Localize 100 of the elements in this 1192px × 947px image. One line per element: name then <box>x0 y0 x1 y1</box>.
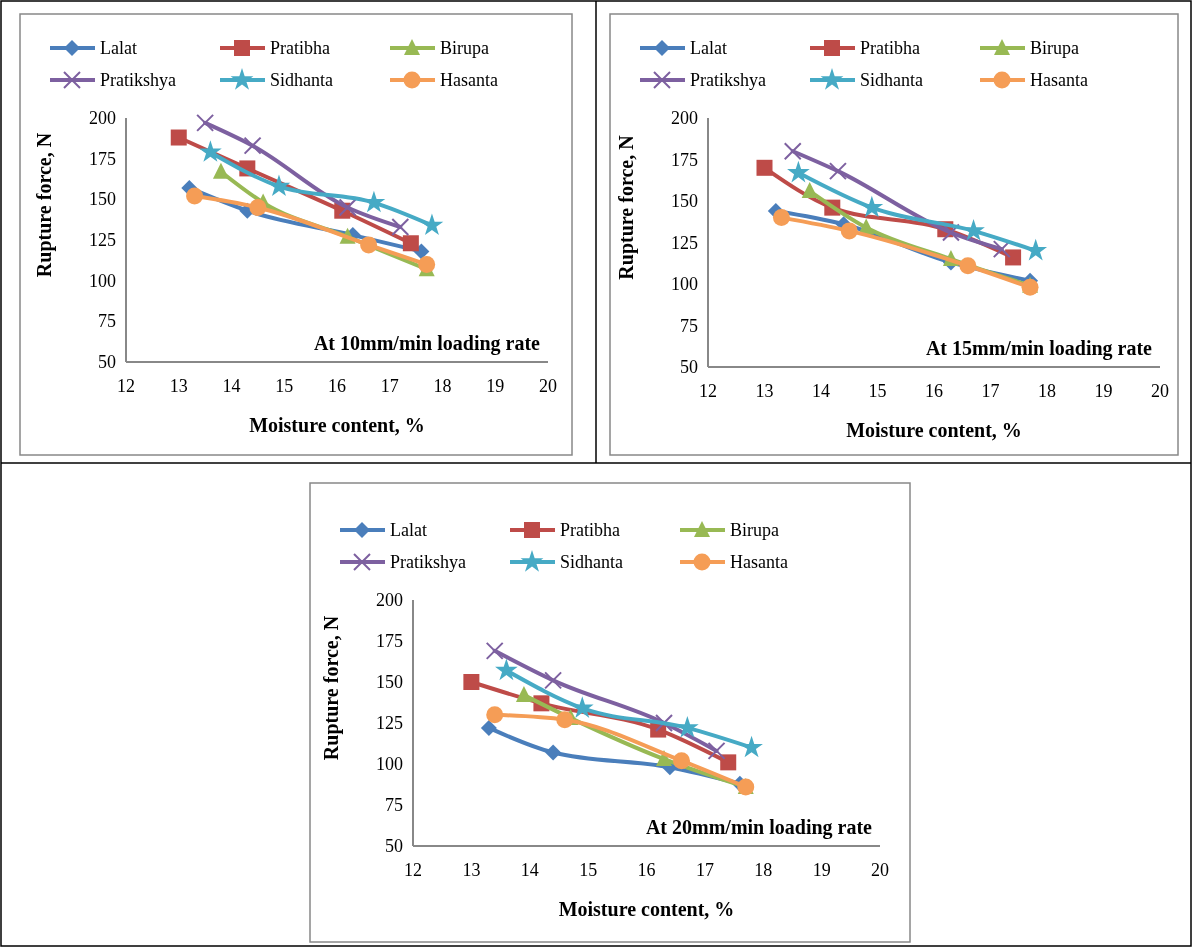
point <box>212 162 229 179</box>
point <box>186 187 204 205</box>
point <box>673 752 691 770</box>
y-tick-label: 50 <box>680 357 698 377</box>
point <box>402 235 419 252</box>
y-axis-title: Rupture force, N <box>33 132 56 278</box>
y-tick-label: 100 <box>89 270 116 291</box>
y-tick-label: 175 <box>671 149 698 170</box>
x-tick-label: 18 <box>1038 381 1056 401</box>
legend-label: Pratibha <box>860 38 920 58</box>
x-tick-label: 16 <box>925 381 943 401</box>
annotation: At 15mm/min loading rate <box>925 337 1153 360</box>
point <box>463 674 480 690</box>
point <box>418 255 436 273</box>
legend-label: Sidhanta <box>270 70 333 90</box>
y-tick-label: 150 <box>89 189 116 210</box>
x-tick-label: 14 <box>222 376 241 396</box>
y-tick-label: 175 <box>376 631 403 651</box>
point <box>170 129 187 146</box>
legend-label: Pratikshya <box>390 552 466 572</box>
y-tick-label: 200 <box>89 108 116 128</box>
point <box>676 715 699 738</box>
x-axis-title: Moisture content, % <box>558 898 735 920</box>
point <box>480 719 497 736</box>
x-tick-label: 19 <box>486 376 505 396</box>
y-axis-title: Rupture force, N <box>320 615 343 761</box>
x-tick-label: 16 <box>637 860 656 880</box>
point <box>707 741 726 760</box>
y-tick-label: 175 <box>89 148 116 169</box>
point <box>243 136 262 155</box>
legend-label: Lalat <box>100 38 137 58</box>
point <box>544 671 563 690</box>
point <box>486 706 504 724</box>
annotation: At 10mm/min loading rate <box>313 332 541 355</box>
x-tick-label: 17 <box>695 860 714 880</box>
x-tick-label: 12 <box>404 860 422 880</box>
point <box>391 217 410 236</box>
point <box>756 159 773 176</box>
point <box>485 641 504 660</box>
x-axis-title: Moisture content, % <box>249 414 425 436</box>
legend-label: Birupa <box>730 520 779 540</box>
point <box>1005 249 1022 266</box>
legend-label: Sidhanta <box>560 552 623 572</box>
x-tick-label: 16 <box>328 376 346 396</box>
legend-label: Pratibha <box>560 520 620 540</box>
y-tick-label: 75 <box>680 315 698 336</box>
x-tick-label: 14 <box>520 860 539 880</box>
legend-label: Pratibha <box>270 38 330 58</box>
x-tick-label: 19 <box>812 860 831 880</box>
y-tick-label: 75 <box>385 795 403 815</box>
y-tick-label: 150 <box>671 191 698 211</box>
point <box>545 744 562 761</box>
point <box>338 198 357 217</box>
point <box>199 140 222 162</box>
x-tick-label: 20 <box>1151 381 1169 401</box>
legend-label: Pratikshya <box>100 70 176 90</box>
legend-label: Birupa <box>1030 38 1079 58</box>
point <box>720 754 737 771</box>
y-tick-label: 200 <box>376 590 403 610</box>
x-tick-label: 20 <box>539 376 557 396</box>
point <box>249 198 267 216</box>
annotation: At 20mm/min loading rate <box>645 816 873 839</box>
point <box>941 223 960 242</box>
y-tick-label: 100 <box>376 754 403 774</box>
y-axis-title: Rupture force, N <box>615 134 638 280</box>
x-tick-label: 13 <box>755 381 774 401</box>
point <box>515 686 532 703</box>
legend-label: Lalat <box>690 38 727 58</box>
point <box>840 222 858 240</box>
point <box>196 113 215 132</box>
point <box>992 240 1011 259</box>
y-tick-label: 75 <box>98 311 116 332</box>
legend-label: Hasanta <box>730 552 788 572</box>
point <box>860 195 884 218</box>
x-tick-label: 17 <box>981 381 1000 401</box>
x-tick-label: 15 <box>868 381 887 401</box>
x-tick-label: 19 <box>1094 381 1113 401</box>
y-tick-label: 200 <box>671 108 698 128</box>
point <box>801 182 818 199</box>
x-tick-label: 15 <box>275 376 294 396</box>
x-tick-label: 20 <box>871 860 889 880</box>
y-tick-label: 125 <box>671 232 698 253</box>
legend-label: Hasanta <box>1030 70 1088 90</box>
point <box>655 714 674 732</box>
legend-label: Sidhanta <box>860 70 923 90</box>
x-tick-label: 18 <box>754 860 773 880</box>
point <box>420 213 444 236</box>
point <box>783 142 802 161</box>
y-tick-label: 150 <box>376 672 403 692</box>
x-tick-label: 12 <box>699 381 717 401</box>
legend-label: Pratikshya <box>690 70 766 90</box>
y-tick-label: 50 <box>385 836 403 856</box>
point <box>959 257 977 275</box>
x-tick-label: 14 <box>812 381 830 401</box>
legend-label: Lalat <box>390 520 427 540</box>
point <box>360 236 378 254</box>
legend-label: Birupa <box>440 38 489 58</box>
point <box>772 209 790 227</box>
legend-label: Hasanta <box>440 70 498 90</box>
point <box>556 711 574 729</box>
